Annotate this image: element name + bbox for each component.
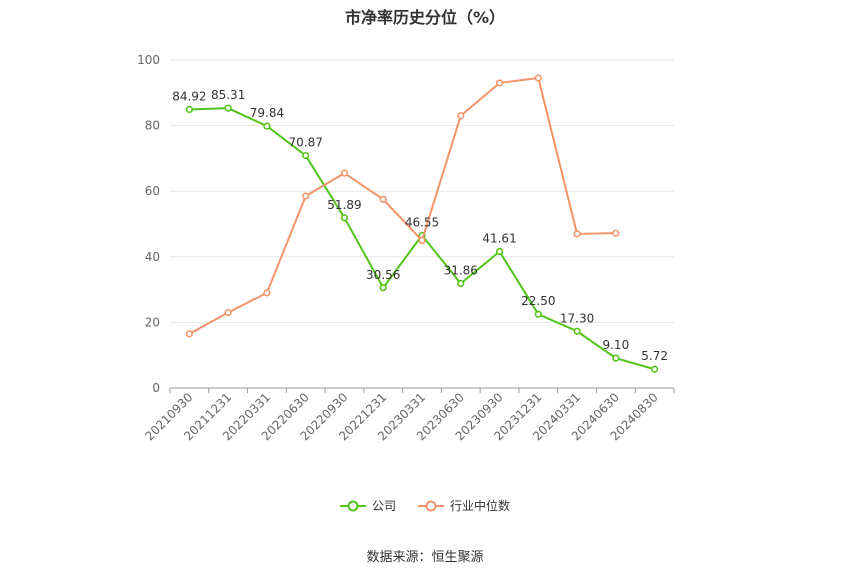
data-point-industry-median [457,112,465,120]
data-point-industry-median [534,74,542,82]
data-point-company [263,122,271,130]
legend-label-industry-median: 行业中位数 [450,499,511,513]
legend-label-company: 公司 [371,499,396,513]
gridlines [170,59,674,323]
data-label-company: 85.31 [211,88,245,102]
data-label-company: 79.84 [250,106,284,120]
y-tick-label: 100 [137,53,160,67]
data-label-company: 31.86 [444,263,478,277]
legend: 公司 行业中位数 [0,497,850,514]
data-label-company: 46.55 [405,215,439,229]
data-point-industry-median [418,236,426,244]
y-tick-label: 20 [145,315,160,329]
data-point-industry-median [612,229,620,237]
legend-item-industry-median[interactable]: 行业中位数 [418,497,510,514]
data-point-industry-median [185,330,193,338]
axes: 0204060801002021093020211231202203312022… [137,53,675,443]
data-point-company [185,105,193,114]
data-point-industry-median [263,289,271,297]
data-point-company [379,284,387,292]
source-note: 数据来源：恒生聚源 [366,550,484,565]
data-point-industry-median [495,79,504,87]
y-tick-label: 0 [152,381,160,395]
data-label-company: 9.10 [602,338,629,352]
data-label-company: 51.89 [327,198,361,212]
data-label-company: 70.87 [289,136,323,150]
data-point-company [495,247,504,256]
data-labels: 84.92 85.31 79.84 70.87 51.89 30.56 46.55 31.86… [172,88,668,363]
data-point-company [340,214,349,222]
data-point-company [612,354,620,362]
legend-line-icon-company [339,500,366,511]
data-point-industry-median [302,192,310,200]
data-point-company [224,104,232,112]
data-point-industry-median [224,308,232,317]
y-tick-label: 80 [145,119,160,133]
data-point-industry-median [379,195,387,203]
data-point-company [302,151,310,160]
y-tick-label: 60 [145,184,160,198]
data-point-industry-median [573,230,581,238]
data-label-company: 22.50 [521,294,555,308]
data-label-company: 84.92 [172,89,206,103]
series-line-industry-median [188,77,616,335]
legend-line-icon-industry [418,500,444,511]
data-point-company [651,365,659,373]
data-point-company [573,327,581,335]
data-point-company [534,310,542,318]
y-tick-label: 40 [145,250,160,264]
data-label-company: 30.56 [366,268,400,282]
data-label-company: 17.30 [560,311,594,325]
data-point-industry-median [340,169,349,177]
data-point-company [457,279,465,288]
chart-title: 市净率历史分位（%） [344,8,506,27]
data-label-company: 41.61 [482,232,516,246]
data-label-company: 5.72 [641,349,668,363]
legend-item-company[interactable]: 公司 [339,497,396,514]
series-layer [185,74,659,373]
